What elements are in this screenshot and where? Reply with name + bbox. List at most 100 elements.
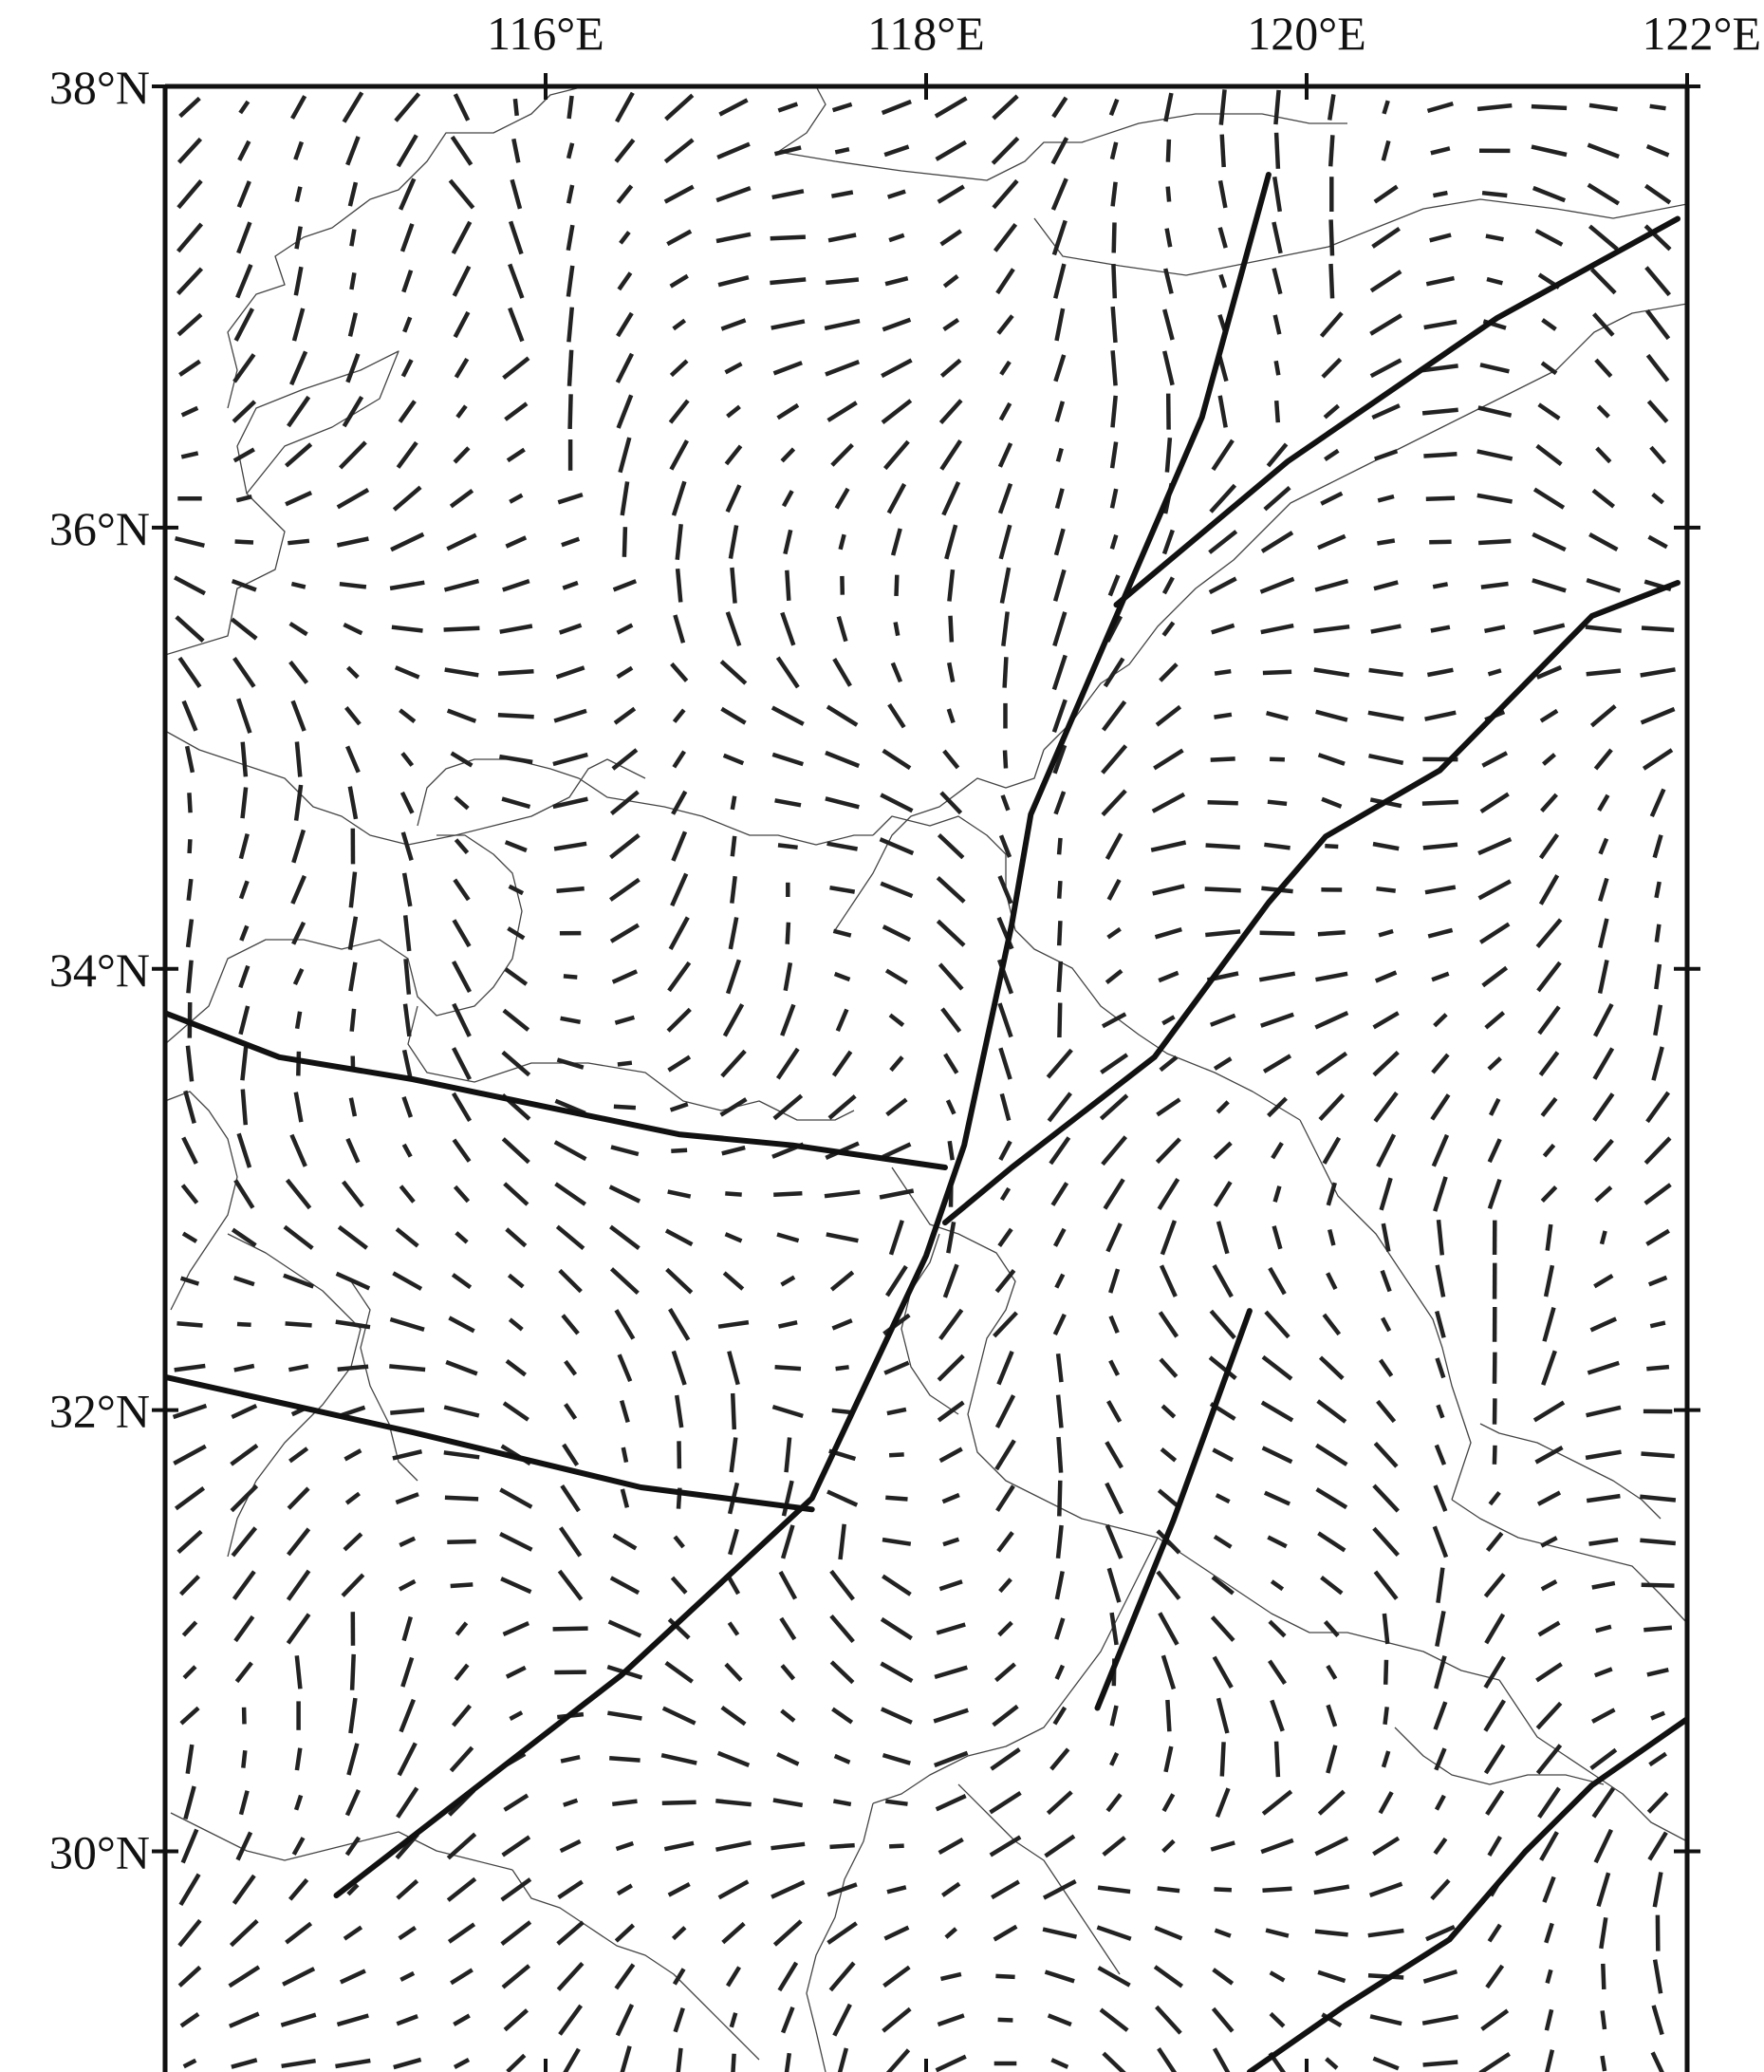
stress-bar: [893, 622, 901, 637]
stress-bar: [833, 1753, 851, 1764]
stress-bar: [999, 1092, 1012, 1121]
stress-bar: [183, 1785, 196, 1820]
stress-bar: [726, 1576, 741, 1596]
stress-bar: [1328, 135, 1335, 167]
stress-bar: [621, 1447, 629, 1464]
stress-bar: [1589, 1747, 1618, 1771]
stress-bar: [1430, 625, 1451, 633]
stress-bar: [670, 872, 689, 907]
stress-bar: [935, 1794, 967, 1812]
stress-bar: [1261, 1354, 1293, 1381]
stress-bar: [499, 1487, 533, 1509]
stress-bar: [446, 1876, 477, 1902]
stress-bar: [886, 1407, 907, 1416]
stress-bar: [1266, 442, 1289, 468]
stress-bar: [675, 568, 683, 603]
axis-ticks: [152, 73, 1700, 2072]
stress-bar: [1002, 750, 1009, 769]
stress-bar: [619, 1399, 630, 1424]
stress-bar: [1051, 654, 1068, 691]
stress-bar: [947, 569, 956, 602]
stress-bar: [1161, 1654, 1177, 1690]
stress-bar: [1208, 576, 1237, 595]
stress-bar: [667, 1055, 692, 1073]
stress-bar: [563, 2047, 581, 2072]
stress-bar: [671, 790, 688, 815]
stress-bar: [937, 1353, 965, 1382]
boundary-line-17: [901, 1233, 959, 1415]
stress-bar: [1593, 748, 1613, 771]
stress-bar: [885, 1264, 908, 1297]
fault-line-1: [333, 172, 1272, 1898]
stress-bar: [391, 625, 423, 633]
stress-bar: [1326, 1272, 1338, 1291]
stress-bar: [719, 660, 748, 685]
stress-bar: [1483, 1573, 1506, 1598]
stress-bar: [240, 1089, 249, 1126]
stress-bar: [238, 880, 250, 900]
stress-bar: [179, 2012, 200, 2028]
stress-bar: [880, 793, 914, 813]
stress-bar: [668, 399, 690, 424]
stress-bar: [882, 1752, 911, 1765]
stress-bar: [1640, 1538, 1676, 1546]
stress-bar: [885, 2048, 911, 2072]
stress-bar: [1326, 1704, 1338, 1727]
stress-bar: [828, 1961, 856, 1992]
stress-bar: [231, 578, 257, 592]
stress-bar: [611, 748, 639, 771]
stress-bar: [826, 401, 858, 422]
stress-bar: [833, 971, 851, 982]
stress-bar: [1057, 1480, 1063, 1517]
stress-bar: [1598, 837, 1609, 855]
stress-bar: [888, 1452, 904, 1458]
stress-bar: [937, 832, 965, 860]
stress-bar: [396, 1878, 419, 1900]
stress-bar: [886, 1885, 907, 1895]
stress-bar: [1212, 1264, 1234, 1298]
stress-bar: [1110, 350, 1118, 386]
stress-bar: [1537, 402, 1561, 420]
stress-bar: [1485, 1531, 1504, 1553]
stress-bar: [1108, 1268, 1121, 1294]
stress-bar: [1214, 668, 1232, 676]
stress-bar: [1479, 363, 1510, 374]
stress-bar: [1422, 2060, 1458, 2067]
stress-bar: [1213, 1534, 1233, 1549]
stress-bar: [505, 1227, 528, 1248]
stress-bar: [675, 523, 683, 561]
stress-bar: [511, 138, 521, 163]
stress-bar: [454, 795, 470, 811]
stress-bar: [235, 495, 252, 503]
stress-bar: [996, 1531, 1014, 1553]
stress-bar: [1432, 1525, 1449, 1559]
stress-bar: [560, 1016, 582, 1025]
stress-bar: [1378, 1791, 1394, 1815]
stress-bar: [1157, 1178, 1180, 1210]
boundary-line-3: [1033, 198, 1687, 276]
stress-bar: [1155, 2005, 1182, 2035]
stress-bar: [882, 2007, 912, 2033]
stress-bar: [944, 1927, 957, 1939]
stress-bar: [556, 1920, 585, 1946]
stress-bar: [997, 1227, 1013, 1247]
stress-bar: [341, 1573, 365, 1597]
stress-bar: [1271, 1142, 1284, 1160]
stress-bar: [1212, 1447, 1235, 1463]
stress-bar: [291, 829, 306, 864]
stress-bar: [881, 399, 913, 424]
stress-bar: [1161, 621, 1176, 637]
stress-bar: [1110, 395, 1118, 428]
boundary-line-6: [165, 730, 646, 846]
stress-bar: [1382, 100, 1390, 115]
stress-bar: [1426, 101, 1454, 114]
stress-bar: [992, 94, 1019, 121]
stress-bar: [347, 181, 359, 207]
stress-bar: [1645, 308, 1671, 341]
stress-bar: [1425, 1924, 1456, 1942]
stress-bar: [933, 1708, 969, 1724]
stress-bar: [1646, 1364, 1670, 1372]
stress-bar: [1425, 495, 1456, 501]
stress-bar: [946, 1222, 956, 1254]
stress-bar: [1588, 103, 1618, 112]
